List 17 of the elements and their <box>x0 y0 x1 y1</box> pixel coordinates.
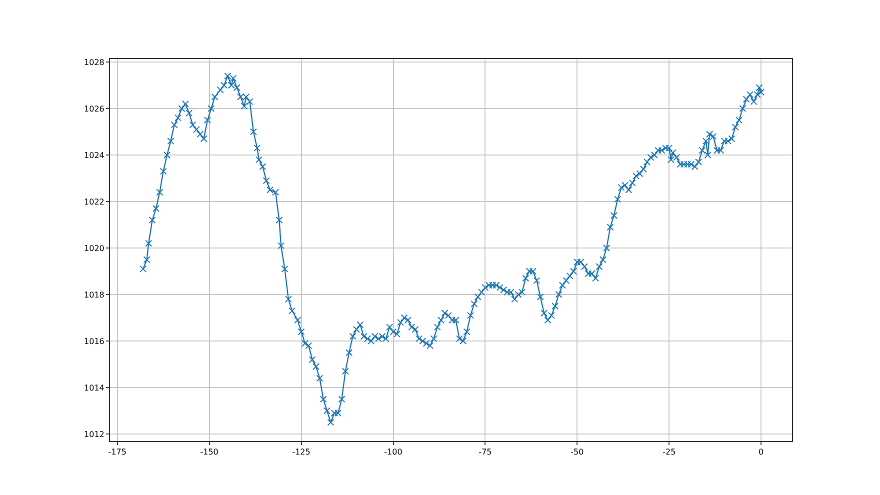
y-tick-label: 1022 <box>84 197 104 206</box>
y-tick-label: 1028 <box>84 58 104 67</box>
y-tick-label: 1026 <box>84 104 104 114</box>
x-tick-label: 0 <box>758 448 764 457</box>
y-tick-label: 1024 <box>84 150 104 160</box>
y-tick-label: 1012 <box>84 430 104 439</box>
x-tick-label: -125 <box>292 448 310 457</box>
x-tick-label: -50 <box>570 448 584 457</box>
y-tick-label: 1016 <box>84 336 104 346</box>
x-tick-label: -75 <box>478 448 492 457</box>
x-tick-label: -25 <box>662 448 676 457</box>
y-tick-label: 1020 <box>84 244 104 253</box>
x-tick-label: -150 <box>200 448 218 457</box>
y-tick-label: 1014 <box>84 383 104 392</box>
x-tick-label: -100 <box>384 448 402 457</box>
y-tick-label: 1018 <box>84 290 104 300</box>
x-tick-label: -175 <box>108 448 126 457</box>
